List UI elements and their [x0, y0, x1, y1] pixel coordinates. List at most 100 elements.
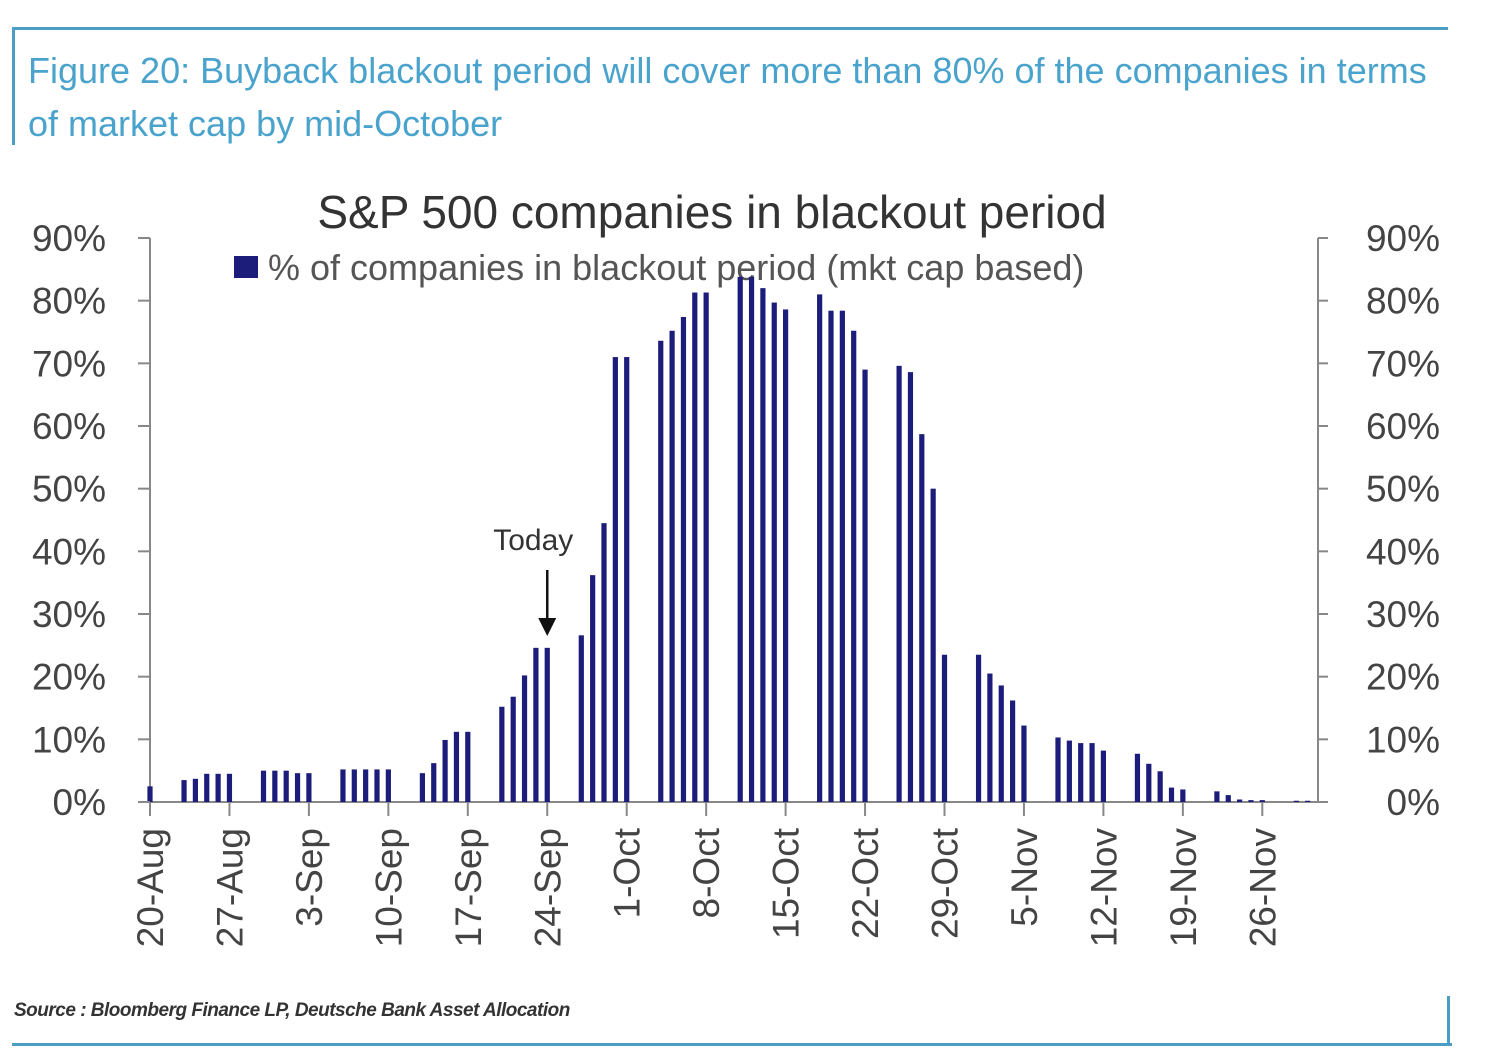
x-tick-label: 17-Sep: [448, 828, 489, 947]
bar: [817, 294, 823, 802]
bar: [340, 769, 346, 802]
bar: [260, 770, 267, 802]
bar: [306, 773, 312, 802]
bar: [1021, 725, 1027, 802]
bar: [907, 372, 914, 802]
y-tick-label-left: 0%: [53, 782, 106, 823]
today-label: Today: [493, 524, 573, 557]
legend-swatch: [234, 256, 258, 278]
bar: [737, 276, 743, 802]
x-tick-label: 10-Sep: [368, 828, 409, 947]
y-tick-label-right: 50%: [1366, 469, 1440, 510]
today-annotation: Today: [493, 524, 573, 636]
bar: [601, 523, 607, 802]
y-axis-right: 0% 10% 20% 30% 40% 50% 60% 70% 80% 90%: [1318, 218, 1440, 823]
bar: [1078, 743, 1084, 802]
x-tick-label: 1-Oct: [607, 827, 648, 918]
bar: [521, 675, 528, 802]
x-tick-label: 26-Nov: [1242, 828, 1283, 948]
bar: [283, 770, 289, 802]
y-tick-label-right: 80%: [1366, 281, 1440, 322]
bar: [941, 654, 948, 802]
caption-frame-left: [12, 27, 15, 145]
bar: [1146, 763, 1152, 802]
bar: [919, 434, 925, 802]
legend: % of companies in blackout period (mkt c…: [234, 247, 1084, 288]
chart: S&P 500 companies in blackout period % o…: [32, 186, 1440, 948]
bar: [544, 647, 550, 802]
bar: [419, 773, 425, 802]
bar: [533, 647, 539, 802]
bar: [1248, 800, 1254, 802]
bar: [1225, 795, 1231, 802]
x-tick-label: 20-Aug: [130, 828, 171, 947]
y-tick-label-right: 90%: [1366, 218, 1440, 259]
bar: [771, 302, 777, 802]
bar: [226, 773, 233, 802]
bar: [1134, 753, 1141, 802]
bar: [748, 276, 755, 802]
y-tick-label-left: 30%: [32, 594, 106, 635]
x-tick-label: 22-Oct: [845, 827, 886, 939]
bar: [1259, 800, 1265, 802]
bar: [703, 292, 709, 802]
bar: [975, 654, 982, 802]
bar: [374, 769, 380, 802]
y-tick-label-left: 60%: [32, 406, 106, 447]
bar: [839, 310, 845, 802]
bar: [1055, 737, 1061, 802]
bar: [783, 309, 789, 802]
bar: [465, 731, 471, 802]
y-axis-left: 0% 10% 20% 30% 40% 50% 60% 70% 80% 90%: [32, 218, 150, 823]
bar: [658, 340, 664, 802]
footer-frame-right: [1447, 996, 1450, 1046]
x-tick-label: 27-Aug: [209, 828, 250, 947]
bar: [590, 575, 596, 802]
x-tick-label: 24-Sep: [527, 828, 568, 947]
bar: [896, 365, 902, 802]
bar: [453, 731, 460, 802]
today-arrow-head: [538, 618, 557, 636]
x-tick-label: 8-Oct: [686, 827, 727, 918]
y-tick-label-left: 70%: [32, 343, 106, 384]
y-tick-label-right: 30%: [1366, 594, 1440, 635]
bar: [499, 706, 505, 802]
bar: [669, 330, 675, 802]
y-tick-label-left: 90%: [32, 218, 106, 259]
y-tick-label-left: 20%: [32, 657, 106, 698]
bar: [998, 685, 1004, 802]
bar: [680, 316, 687, 802]
chart-title: S&P 500 companies in blackout period: [317, 186, 1106, 238]
bar: [987, 673, 993, 802]
bar: [624, 357, 630, 802]
bar: [851, 330, 857, 802]
y-tick-label-right: 20%: [1366, 657, 1440, 698]
bar: [612, 357, 618, 802]
bar: [1168, 787, 1175, 802]
y-tick-label-left: 50%: [32, 469, 106, 510]
footer-frame-bottom: [12, 1043, 1452, 1046]
bar: [147, 786, 153, 802]
bar: [1010, 700, 1016, 802]
bar: [385, 769, 391, 802]
bar: [1293, 800, 1299, 802]
bar: [181, 780, 187, 802]
bar: [862, 369, 868, 802]
y-tick-label-right: 0%: [1387, 782, 1440, 823]
y-tick-label-right: 10%: [1366, 719, 1440, 760]
y-tick-label-left: 10%: [32, 719, 106, 760]
y-tick-label-right: 40%: [1366, 531, 1440, 572]
bar: [351, 769, 357, 802]
bar: [363, 769, 369, 802]
bar: [1157, 771, 1163, 802]
legend-label: % of companies in blackout period (mkt c…: [268, 247, 1084, 288]
y-tick-label-left: 40%: [32, 531, 106, 572]
x-tick-label: 12-Nov: [1083, 828, 1124, 948]
figure-caption: Figure 20: Buyback blackout period will …: [28, 50, 1427, 144]
bar: [215, 773, 221, 802]
bar: [1237, 799, 1243, 802]
y-tick-label-left: 80%: [32, 281, 106, 322]
bar: [192, 778, 198, 802]
bar: [510, 696, 516, 802]
x-tick-label: 3-Sep: [289, 828, 330, 927]
